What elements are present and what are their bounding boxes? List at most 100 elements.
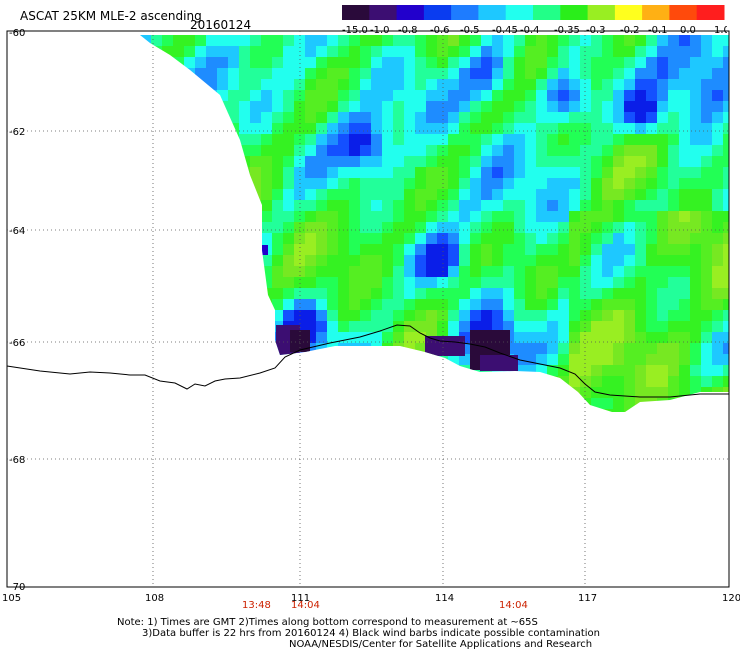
data-cell — [162, 255, 173, 266]
data-cell — [668, 255, 679, 266]
data-cell — [426, 35, 437, 46]
data-cell — [580, 68, 591, 79]
data-cell — [679, 79, 690, 90]
data-cell — [151, 101, 162, 112]
data-cell — [415, 277, 426, 288]
data-cell — [184, 376, 195, 387]
data-cell — [525, 211, 536, 222]
data-cell — [195, 222, 206, 233]
data-cell — [580, 178, 591, 189]
data-cell — [426, 266, 437, 277]
data-cell — [382, 167, 393, 178]
data-cell — [690, 255, 701, 266]
data-cell — [492, 79, 503, 90]
data-cell — [184, 321, 195, 332]
data-cell — [657, 200, 668, 211]
data-cell — [173, 167, 184, 178]
data-cell — [459, 299, 470, 310]
data-cell — [217, 57, 228, 68]
data-cell — [426, 255, 437, 266]
data-cell — [580, 244, 591, 255]
data-cell — [525, 233, 536, 244]
data-cell — [151, 222, 162, 233]
data-cell — [294, 266, 305, 277]
data-cell — [184, 134, 195, 145]
data-cell — [657, 46, 668, 57]
data-cell — [261, 79, 272, 90]
data-cell — [437, 222, 448, 233]
data-cell — [701, 376, 712, 387]
data-cell — [701, 255, 712, 266]
data-cell — [635, 189, 646, 200]
data-cell — [591, 288, 602, 299]
data-cell — [272, 46, 283, 57]
data-cell — [195, 409, 206, 412]
data-cell — [679, 398, 690, 409]
data-cell — [228, 167, 239, 178]
data-cell — [679, 189, 690, 200]
data-cell — [250, 101, 261, 112]
data-cell — [426, 57, 437, 68]
data-cell — [635, 79, 646, 90]
data-cell — [536, 167, 547, 178]
data-cell — [437, 354, 448, 365]
data-cell — [327, 57, 338, 68]
data-cell — [239, 134, 250, 145]
data-cell — [591, 321, 602, 332]
data-cell — [558, 376, 569, 387]
data-cell — [613, 233, 624, 244]
data-cell — [371, 90, 382, 101]
data-cell — [503, 68, 514, 79]
data-cell — [162, 299, 173, 310]
data-cell — [239, 343, 250, 354]
data-cell — [250, 156, 261, 167]
data-cell — [712, 211, 723, 222]
data-cell — [217, 299, 228, 310]
data-cell — [701, 277, 712, 288]
data-cell — [459, 288, 470, 299]
data-cell — [305, 277, 316, 288]
data-cell — [349, 365, 360, 376]
data-cell — [228, 112, 239, 123]
data-cell — [327, 123, 338, 134]
data-cell — [701, 387, 712, 398]
data-cell — [151, 145, 162, 156]
data-cell — [184, 409, 195, 412]
data-cell — [580, 288, 591, 299]
note-line-3: NOAA/NESDIS/Center for Satellite Applica… — [289, 639, 593, 650]
data-cell — [591, 90, 602, 101]
data-cell — [195, 156, 206, 167]
data-cell — [294, 321, 305, 332]
data-cell — [481, 79, 492, 90]
data-cell — [613, 101, 624, 112]
data-cell — [239, 189, 250, 200]
data-cell — [514, 354, 525, 365]
data-cell — [415, 387, 426, 398]
colorbar-swatch — [533, 5, 561, 20]
data-cell — [239, 211, 250, 222]
colorbar-label: -0.3 — [586, 25, 606, 35]
data-cell — [459, 68, 470, 79]
data-cell — [294, 376, 305, 387]
data-cell — [162, 211, 173, 222]
data-cell — [712, 409, 723, 412]
data-cell — [701, 189, 712, 200]
data-cell — [360, 398, 371, 409]
data-cell — [140, 354, 151, 365]
data-cell — [371, 123, 382, 134]
data-cell — [382, 211, 393, 222]
data-cell — [657, 387, 668, 398]
data-cell — [382, 332, 393, 343]
data-cell — [569, 167, 580, 178]
x-axis-label: 111 — [291, 593, 311, 604]
data-cell — [272, 365, 283, 376]
data-cell — [206, 266, 217, 277]
data-cell — [162, 112, 173, 123]
data-cell — [690, 123, 701, 134]
data-cell — [591, 266, 602, 277]
data-cell — [514, 101, 525, 112]
data-cell — [635, 211, 646, 222]
data-cell — [514, 387, 525, 398]
data-cell — [591, 101, 602, 112]
data-cell — [448, 68, 459, 79]
